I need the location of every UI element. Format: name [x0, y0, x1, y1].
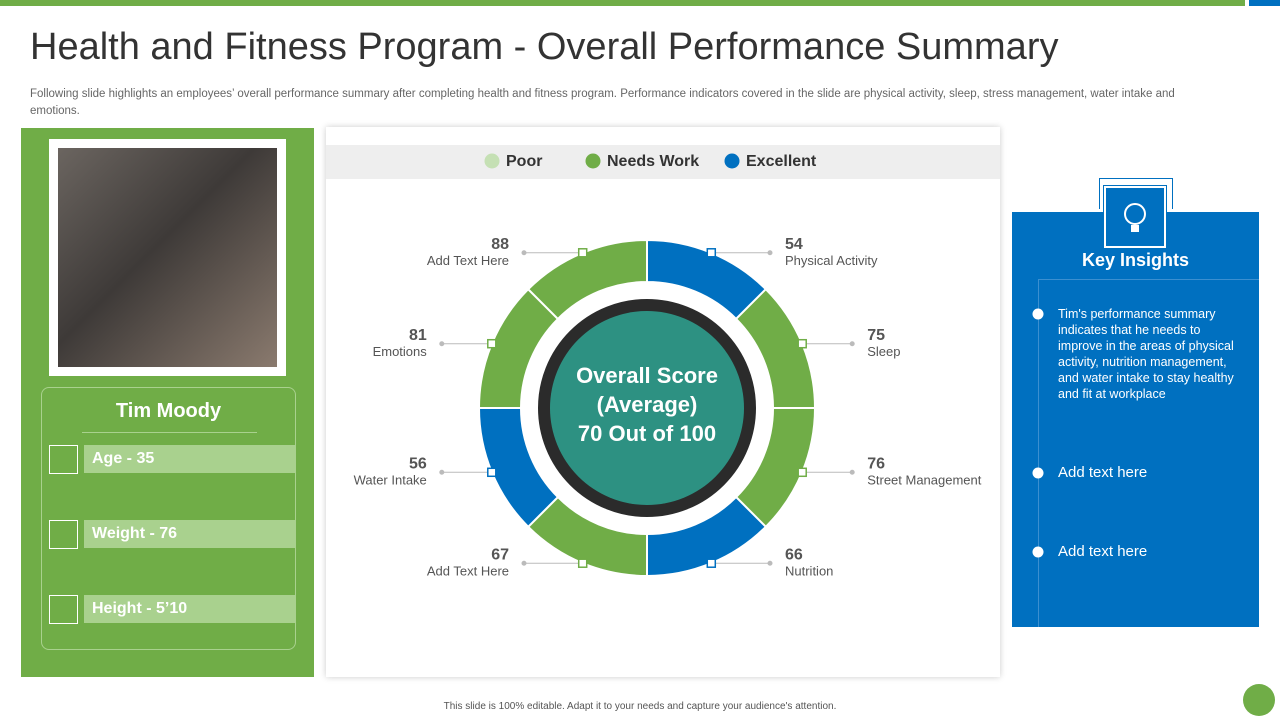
center-text: 70 Out of 100 [578, 421, 716, 446]
connector-dot [521, 560, 527, 566]
photo [58, 148, 277, 367]
profile-box: Tim Moody [41, 387, 296, 650]
divider [1038, 279, 1259, 280]
divider [82, 432, 257, 433]
connector-square [706, 558, 717, 568]
segment-value: 88 [491, 236, 509, 253]
footer: This slide is 100% editable. Adapt it to… [443, 701, 837, 712]
insight-text: Add text here [1058, 543, 1148, 560]
connector-dot [767, 560, 773, 566]
photo-frame [49, 139, 286, 376]
segment-label: Nutrition [785, 564, 833, 579]
profile-name: Tim Moody [115, 400, 222, 422]
insights-title: Key Insights [1081, 250, 1190, 270]
connector-dot [439, 469, 445, 475]
segment-label: Emotions [373, 344, 428, 359]
detail-row: Age - 35 [84, 445, 295, 473]
connector-square [577, 248, 588, 258]
insight-text: Add text here [1058, 464, 1148, 481]
insights-panel: Key Insights [1012, 212, 1259, 627]
legend-swatch [484, 153, 500, 169]
detail-icon [49, 445, 78, 474]
legend-swatch [724, 153, 740, 169]
segment-value: 56 [409, 456, 427, 473]
insight-text: Tim's performance summary indicates that… [1058, 307, 1234, 401]
segment-value: 81 [409, 327, 427, 344]
segment-value: 75 [867, 327, 885, 344]
bullet [1032, 308, 1044, 320]
connector-square [487, 338, 497, 349]
connector-square [487, 467, 497, 478]
subtitle: Following slide highlights an employees’… [30, 88, 1175, 117]
bullet [1032, 546, 1044, 558]
segment-label: Add Text Here [427, 253, 509, 268]
title: Health and Fitness Program - Overall Per… [30, 26, 1059, 68]
legend-bar [326, 145, 1000, 179]
insight-icon [1103, 185, 1167, 249]
bulb-icon [1124, 203, 1146, 232]
segment-label: Sleep [867, 344, 900, 359]
donut-segment [526, 238, 648, 321]
top-bar [0, 0, 1245, 6]
segment-value: 54 [785, 236, 803, 253]
connector-dot [849, 341, 855, 347]
bullet [1032, 467, 1044, 479]
legend-label: Needs Work [607, 153, 699, 170]
connector-dot [767, 250, 773, 256]
connector-dot [439, 341, 445, 347]
legend-label: Poor [506, 153, 542, 170]
connector-dot [521, 250, 527, 256]
icon-bracket [1099, 178, 1173, 209]
segment-value: 67 [491, 546, 509, 563]
legend-label: Excellent [746, 153, 817, 170]
connector-dot [849, 469, 855, 475]
connector-square [797, 467, 807, 478]
connector-square [577, 558, 588, 568]
inner-white-ring [528, 289, 766, 527]
profile-panel: Tim Moody [21, 128, 314, 677]
detail-row: Height - 5’10 [84, 595, 295, 623]
segment-value: 76 [867, 456, 885, 473]
divider [1038, 279, 1039, 627]
detail-icon [49, 520, 78, 549]
connector-square [797, 338, 807, 349]
detail-icon [49, 595, 78, 624]
center-text: (Average) [597, 392, 698, 417]
legend-swatch [585, 153, 601, 169]
segment-value: 66 [785, 546, 803, 563]
corner-dot [1243, 684, 1275, 716]
detail-row: Weight - 76 [84, 520, 295, 548]
segment-label: Physical Activity [785, 253, 878, 268]
top-bar-accent [1249, 0, 1280, 6]
segment-label: Street Management [867, 473, 982, 488]
center-text: Overall Score [576, 363, 718, 388]
connector-square [706, 248, 717, 258]
score-circle [550, 311, 744, 505]
segment-label: Water Intake [354, 473, 427, 488]
segment-label: Add Text Here [427, 564, 509, 579]
